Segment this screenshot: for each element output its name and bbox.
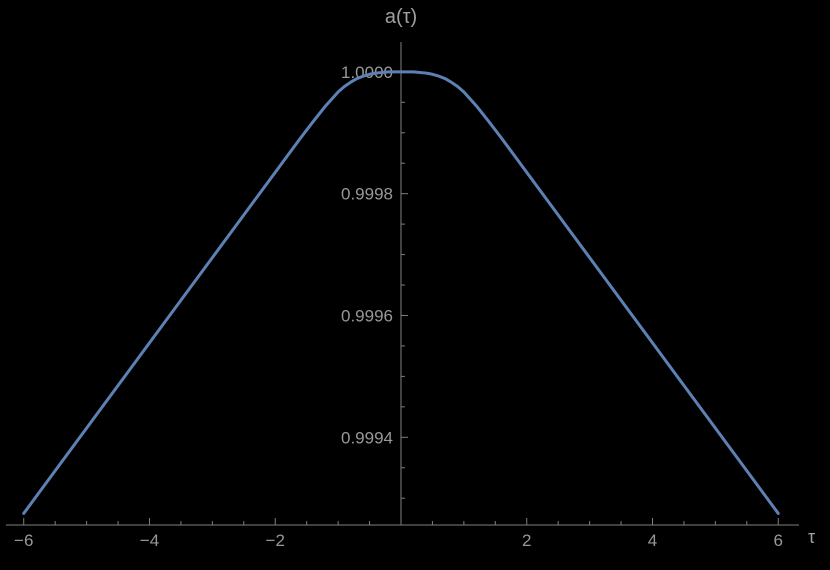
y-tick-label: 0.9998 bbox=[341, 185, 393, 204]
y-tick-label: 1.0000 bbox=[341, 63, 393, 82]
y-tick-label: 0.9996 bbox=[341, 306, 393, 325]
x-tick-label: 4 bbox=[648, 531, 657, 550]
y-axis-title: a(τ) bbox=[384, 6, 418, 28]
x-axis-title: τ bbox=[808, 527, 816, 547]
x-tick-label: 6 bbox=[774, 531, 783, 550]
curve-a-tau bbox=[22, 70, 780, 515]
x-tick-label: −6 bbox=[14, 531, 33, 550]
y-tick-label: 0.9994 bbox=[341, 428, 393, 447]
x-tick-label: −2 bbox=[266, 531, 285, 550]
x-tick-label: −4 bbox=[140, 531, 159, 550]
x-tick-label: 2 bbox=[522, 531, 531, 550]
